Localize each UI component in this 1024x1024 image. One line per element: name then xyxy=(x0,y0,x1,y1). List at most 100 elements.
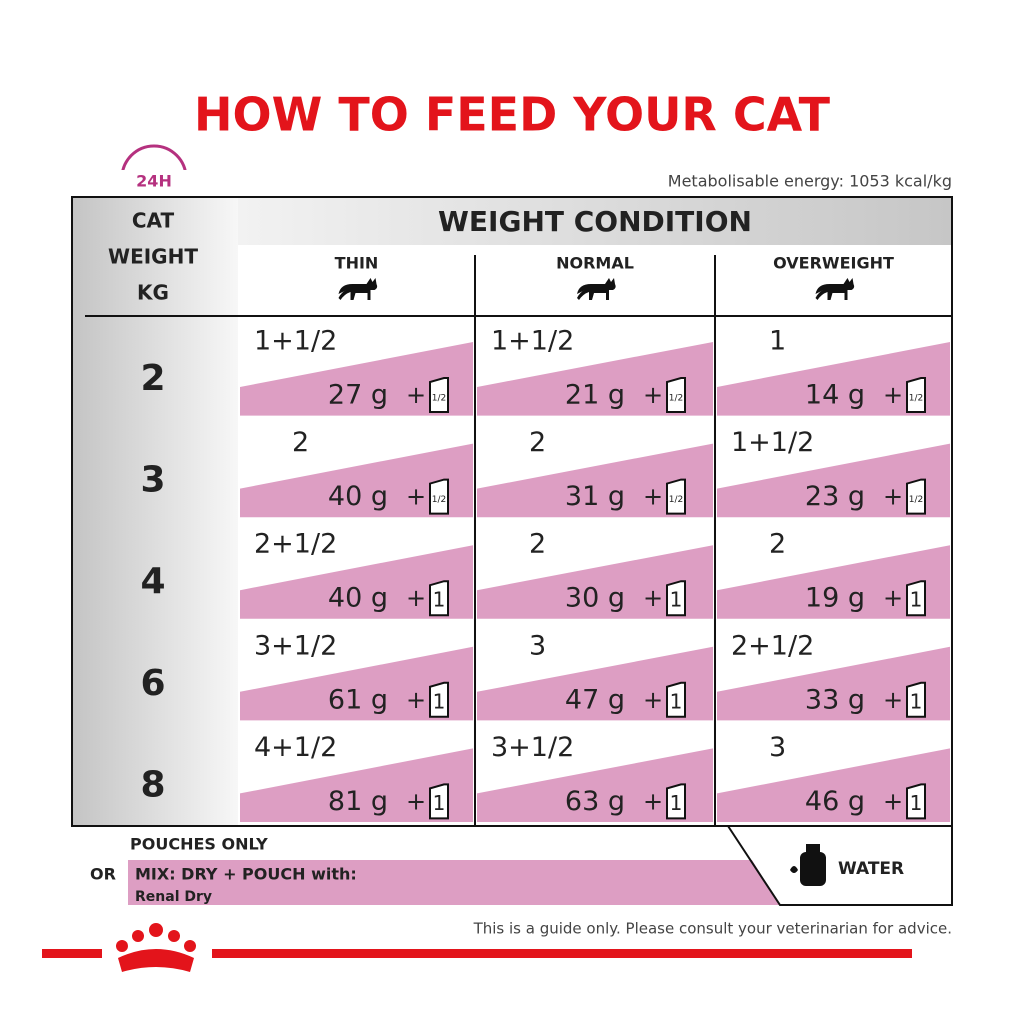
pouch-icon-label: 1 xyxy=(910,791,923,815)
pink-area xyxy=(240,342,473,416)
pouch-icon xyxy=(429,580,449,617)
pouches: 3+1/2 xyxy=(254,630,337,661)
plus: + xyxy=(643,787,663,815)
pink-area xyxy=(477,443,713,518)
weight: 8 xyxy=(140,764,165,805)
energy: Metabolisable energy: 1053 kcal/kg xyxy=(668,172,952,191)
pouch-icon-label: 1 xyxy=(670,689,683,713)
plus: + xyxy=(406,483,426,511)
pouches: 3 xyxy=(529,630,546,661)
weight: 6 xyxy=(140,663,165,704)
pouches: 2 xyxy=(529,529,546,560)
pouch-icon xyxy=(666,681,686,718)
pouch-icon xyxy=(666,478,686,515)
pouches: 2+1/2 xyxy=(254,529,337,560)
clock-icon xyxy=(120,144,188,179)
pouch-icon xyxy=(666,580,686,617)
water-icon xyxy=(790,844,826,886)
dry-amount: 33 g xyxy=(805,684,865,715)
header-band xyxy=(238,197,952,245)
pouches: 1 xyxy=(769,326,786,357)
pouches: 3 xyxy=(769,732,786,763)
dry-amount: 81 g xyxy=(328,786,388,817)
plus: + xyxy=(643,381,663,409)
pink-area xyxy=(240,748,473,822)
pouch-icon xyxy=(906,580,926,617)
dry-amount: 40 g xyxy=(328,583,388,614)
plus: + xyxy=(883,686,903,714)
plus: + xyxy=(643,686,663,714)
weight-column-bg xyxy=(72,197,238,826)
brand-line xyxy=(42,949,102,958)
plus: + xyxy=(643,483,663,511)
pink-area xyxy=(717,443,950,518)
pink-area xyxy=(477,646,713,721)
pouch-icon xyxy=(666,783,686,820)
disclaimer: This is a guide only. Please consult you… xyxy=(473,920,952,938)
pink-area xyxy=(240,443,473,518)
water: WATER xyxy=(838,859,904,879)
pouch-icon-label: 1/2 xyxy=(669,495,683,505)
dry-amount: 23 g xyxy=(805,481,865,512)
pouches: 4+1/2 xyxy=(254,732,337,763)
pouch-icon xyxy=(429,681,449,718)
column-header: OVERWEIGHT xyxy=(773,254,894,273)
pink-area xyxy=(717,646,950,721)
plus: + xyxy=(406,584,426,612)
pouches: 2+1/2 xyxy=(731,630,814,661)
condition-header: WEIGHT CONDITION xyxy=(438,205,752,238)
pouch-icon xyxy=(906,377,926,413)
pouches: 1+1/2 xyxy=(491,326,574,357)
plus: + xyxy=(406,381,426,409)
pink-area xyxy=(240,646,473,721)
dry-amount: 63 g xyxy=(565,786,625,817)
pouch-icon-label: 1 xyxy=(670,588,683,612)
pouch-icon xyxy=(906,478,926,515)
pink-area xyxy=(477,545,713,619)
pouch-icon-label: 1/2 xyxy=(909,495,923,505)
dry-amount: 27 g xyxy=(328,380,388,411)
pouches: 1+1/2 xyxy=(731,427,814,458)
pouch-icon-label: 1/2 xyxy=(432,495,446,505)
dry-amount: 14 g xyxy=(805,380,865,411)
pouches: 2 xyxy=(769,529,786,560)
plus: + xyxy=(643,584,663,612)
dry-amount: 19 g xyxy=(805,583,865,614)
pouch-icon xyxy=(666,377,686,413)
cat-icon xyxy=(577,278,616,300)
mix: MIX: DRY + POUCH with: xyxy=(135,865,357,884)
pouch-icon-label: 1 xyxy=(433,689,446,713)
pouch-icon-label: 1/2 xyxy=(909,394,923,404)
weight: 4 xyxy=(140,561,165,602)
weight-header: KG xyxy=(137,281,169,305)
pouch-icon-label: 1 xyxy=(670,791,683,815)
product: Renal Dry xyxy=(135,889,212,905)
pouches: 3+1/2 xyxy=(491,732,574,763)
pouches: 2 xyxy=(292,427,309,458)
pink-area xyxy=(477,342,713,416)
cat-icon xyxy=(338,278,378,300)
plus: + xyxy=(883,787,903,815)
pouch-icon-label: 1 xyxy=(433,588,446,612)
mix-band xyxy=(128,860,780,905)
table-border xyxy=(71,196,953,827)
pouch-icon-label: 1 xyxy=(910,588,923,612)
brand-line xyxy=(212,949,912,958)
pouch-icon-label: 1/2 xyxy=(669,394,683,404)
plus: + xyxy=(406,686,426,714)
pouches: 1+1/2 xyxy=(254,326,337,357)
weight-header: WEIGHT xyxy=(108,245,198,269)
dry-amount: 21 g xyxy=(565,380,625,411)
dry-amount: 31 g xyxy=(565,481,625,512)
pouch-icon xyxy=(906,681,926,718)
pouches: 2 xyxy=(529,427,546,458)
dry-amount: 46 g xyxy=(805,786,865,817)
plus: + xyxy=(406,787,426,815)
crown-logo xyxy=(116,923,196,972)
dry-amount: 30 g xyxy=(565,583,625,614)
column-header: NORMAL xyxy=(556,254,634,273)
clock-label-bg xyxy=(118,170,190,192)
